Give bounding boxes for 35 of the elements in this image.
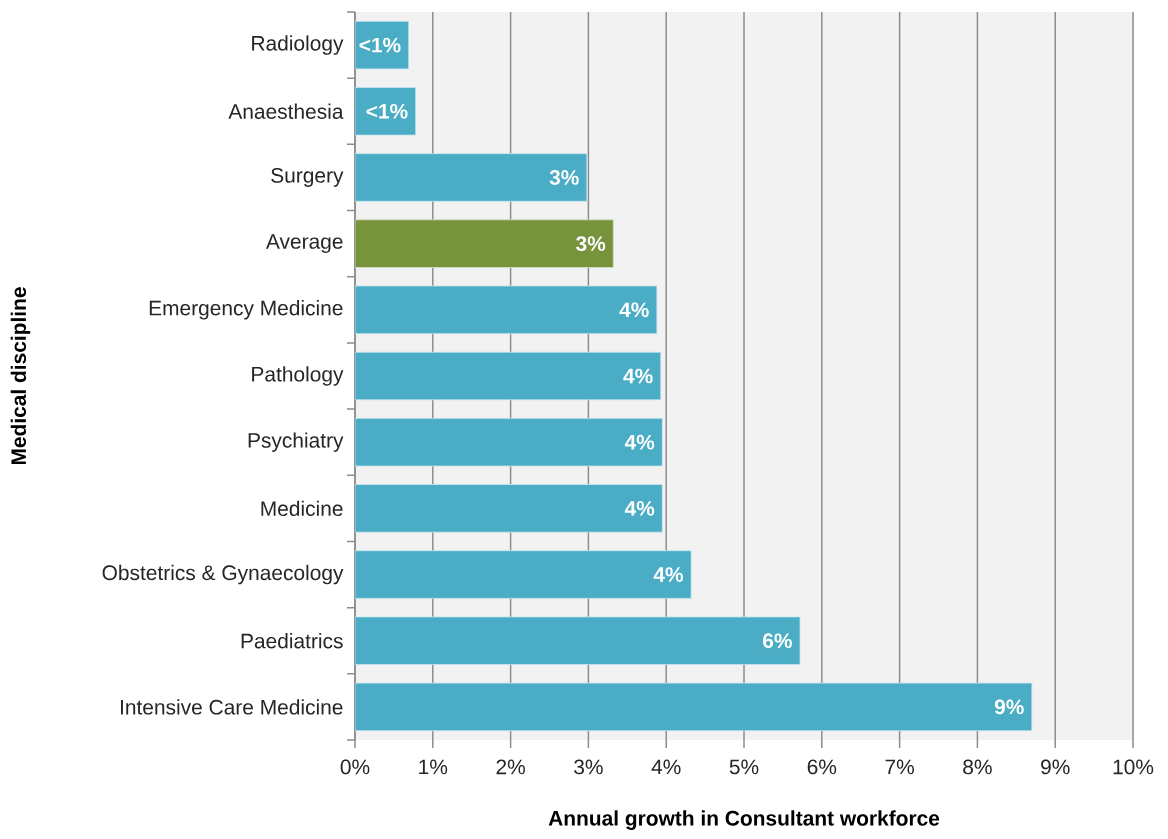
y-tick-label: Anaesthesia (228, 103, 344, 119)
data-label: <1% (359, 37, 401, 53)
x-tick-label: 10% (1113, 759, 1154, 775)
data-label: 4% (619, 302, 649, 318)
y-tick-label: Medicine (261, 500, 343, 517)
data-label: 3% (549, 170, 579, 185)
data-label: 4% (623, 368, 653, 384)
x-tick-label: 4% (651, 759, 681, 775)
data-label: 9% (994, 699, 1024, 715)
x-tick-label: 6% (807, 759, 837, 775)
data-label: 4% (624, 501, 655, 516)
y-tick-label: Pathology (252, 366, 344, 386)
y-tick-label: Surgery (271, 167, 344, 187)
x-tick-label: 1% (419, 759, 448, 775)
y-tick-label: Intensive Care Medicine (120, 699, 343, 715)
data-label: 4% (624, 434, 655, 450)
x-tick-label: 9% (1041, 759, 1070, 775)
x-tick-label: 0% (340, 759, 370, 775)
x-tick-label: 3% (574, 759, 603, 775)
data-label: 4% (653, 567, 684, 582)
y-tick-label: Obstetrics & Gynaecology (102, 564, 344, 585)
y-tick-label: Emergency Medicine (149, 300, 343, 320)
y-tick-label: Psychiatry (248, 432, 344, 452)
y-tick-label: Radiology (252, 35, 344, 55)
y-axis-title: Medical discipline (10, 287, 31, 465)
data-label: <1% (366, 103, 408, 119)
x-tick-label: 8% (963, 759, 992, 775)
data-label: 3% (576, 236, 606, 252)
x-tick-label: 2% (496, 759, 525, 775)
x-tick-label: 7% (885, 759, 914, 775)
y-tick-label: Average (265, 234, 343, 254)
x-tick-label: 5% (729, 759, 759, 775)
x-axis-title: Annual growth in Consultant workforce (548, 810, 940, 830)
data-label: 6% (763, 633, 792, 649)
y-tick-label: Paediatrics (241, 633, 343, 649)
